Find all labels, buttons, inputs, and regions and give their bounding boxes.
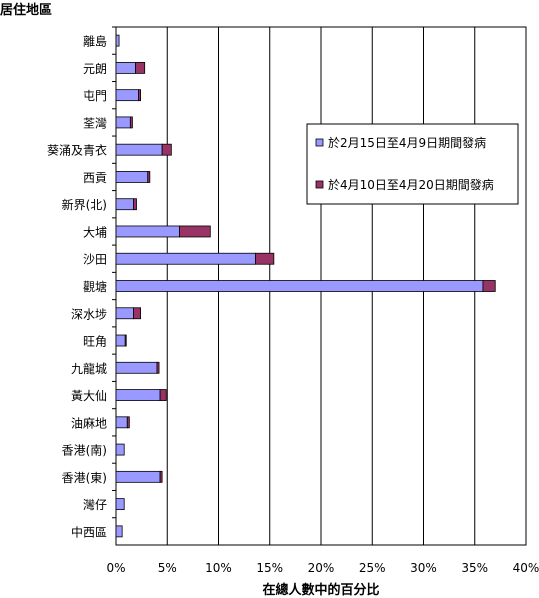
bar-series-2: [126, 416, 130, 429]
bar-series-2: [129, 116, 133, 129]
legend-swatch-series-2: [315, 180, 324, 189]
category-label: 元朗: [83, 62, 107, 76]
bar-series-1: [115, 61, 136, 74]
legend-label-series-1: 於2月15日至4月9日期間發病: [328, 135, 486, 150]
x-tick-label: 40%: [513, 561, 539, 575]
bar-series-1: [115, 116, 131, 129]
category-label: 旺角: [83, 335, 107, 349]
x-axis-title: 在總人數中的百分比: [262, 582, 379, 598]
bar-series-2: [156, 361, 160, 374]
bar-series-2: [133, 307, 142, 320]
bar-series-1: [115, 389, 161, 401]
bar-series-2: [147, 171, 151, 183]
category-label: 荃灣: [83, 116, 107, 130]
bar-series-1: [115, 89, 139, 102]
bars: [115, 34, 496, 538]
legend-swatch-series-1: [315, 138, 324, 147]
x-tick-label: 0%: [106, 561, 125, 575]
category-label: 葵涌及青衣: [47, 143, 107, 158]
bar-series-2: [179, 225, 211, 238]
x-tick-label: 15%: [256, 561, 283, 575]
bar-series-1: [115, 307, 134, 320]
bar-series-1: [115, 498, 125, 511]
category-label: 九龍城: [71, 361, 107, 376]
bar-series-2: [161, 143, 172, 156]
category-label: 中西區: [71, 524, 107, 539]
bar-series-2: [138, 89, 142, 102]
bar-series-1: [115, 416, 128, 429]
category-label: 觀塘: [83, 279, 107, 294]
bar-series-1: [115, 470, 161, 483]
bar-series-1: [115, 334, 126, 347]
category-label: 深水埗: [71, 307, 107, 321]
category-label: 油麻地: [71, 415, 107, 430]
y-axis-title: 居住地區: [0, 2, 52, 18]
bar-series-1: [115, 171, 149, 183]
bar-series-1: [115, 198, 134, 211]
x-tick-label: 20%: [308, 561, 335, 575]
bar-series-2: [159, 389, 167, 401]
category-label: 沙田: [83, 253, 107, 267]
bar-series-1: [115, 143, 163, 156]
category-label: 黃大仙: [71, 389, 107, 403]
category-label: 香港(東): [62, 471, 107, 485]
category-label: 屯門: [83, 89, 107, 103]
x-tick-label: 30%: [410, 561, 437, 575]
bar-series-1: [115, 34, 120, 47]
x-tick-labels: 0% 5% 10% 15% 20% 25% 30% 35% 40%: [106, 561, 539, 575]
legend: 於2月15日至4月9日期間發病 於4月10日至4月20日期間發病: [306, 123, 519, 205]
bar-series-1: [115, 225, 180, 238]
legend-box: [306, 123, 519, 205]
category-label: 大埔: [83, 225, 107, 239]
bar-series-1: [115, 525, 123, 538]
x-tick-label: 25%: [359, 561, 386, 575]
legend-label-series-2: 於4月10日至4月20日期間發病: [328, 177, 494, 192]
category-label: 香港(南): [62, 443, 107, 458]
bar-series-1: [115, 252, 256, 265]
x-tick-label: 5%: [158, 561, 177, 575]
bar-series-1: [115, 443, 125, 456]
x-tick-label: 35%: [461, 561, 488, 575]
bar-series-2: [482, 280, 496, 292]
x-tick-label: 10%: [205, 561, 232, 575]
bar-series-1: [115, 280, 484, 292]
category-label: 離島: [83, 34, 107, 49]
bar-series-1: [115, 361, 158, 374]
category-label: 灣仔: [83, 498, 107, 512]
category-label: 新界(北): [62, 197, 107, 212]
bar-series-2: [135, 61, 146, 74]
bar-series-2: [254, 252, 275, 265]
bar-series-2: [133, 198, 137, 211]
category-label: 西貢: [83, 171, 107, 185]
bar-series-2: [159, 470, 163, 483]
bar-series-2: [124, 334, 127, 347]
